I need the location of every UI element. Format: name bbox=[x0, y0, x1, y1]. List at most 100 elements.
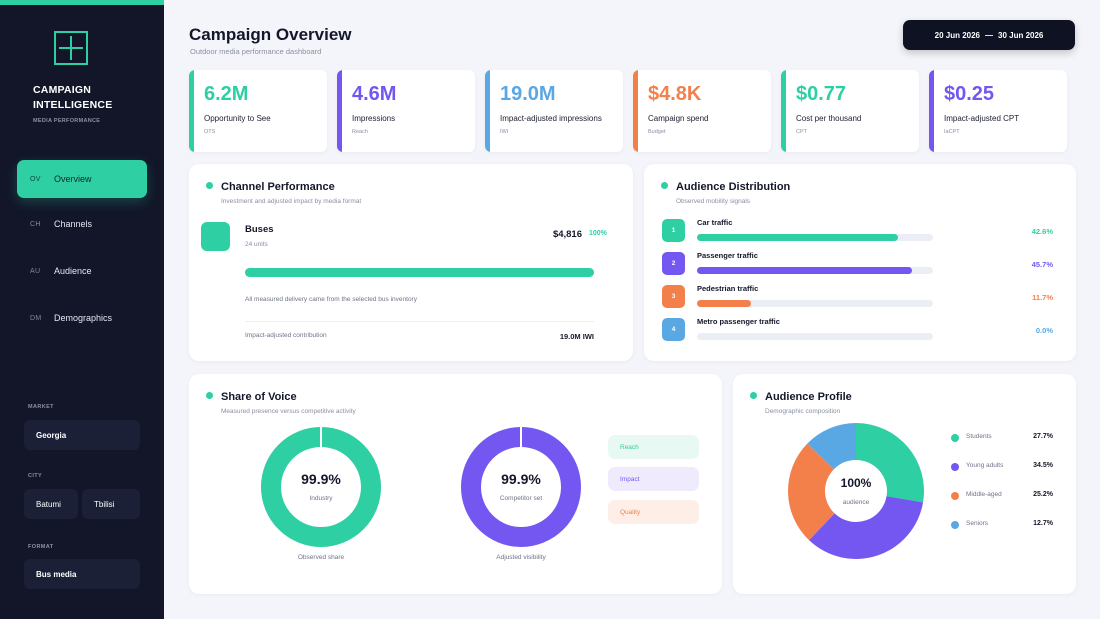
competitor-donut-value: 99.9% bbox=[501, 471, 541, 487]
audience-profile-title: Audience Profile bbox=[750, 391, 852, 403]
distribution-bar-fill bbox=[697, 300, 752, 307]
kpi-accent-bar bbox=[485, 70, 490, 152]
kpi-card-spend: $4.8K Campaign spend Budget bbox=[633, 70, 771, 152]
kpi-name: Campaign spend bbox=[648, 114, 709, 123]
kpi-value: 6.2M bbox=[204, 83, 249, 105]
nav-code: CH bbox=[30, 220, 41, 228]
legend-label-seniors: Seniors bbox=[966, 520, 989, 527]
kpi-card-cpt: $0.77 Cost per thousand CPT bbox=[781, 70, 919, 152]
distribution-bar-track bbox=[697, 267, 933, 274]
distribution-rank-badge: 3 bbox=[662, 285, 685, 308]
pie-slice-seniors bbox=[807, 423, 856, 470]
nav-code: AU bbox=[30, 267, 41, 275]
market-select[interactable]: Georgia bbox=[24, 420, 140, 450]
audience-distribution-title: Audience Distribution bbox=[661, 181, 790, 193]
kpi-sub: Budget bbox=[648, 129, 666, 135]
metric-pill-impact[interactable]: Impact bbox=[608, 467, 699, 491]
channel-progress-track bbox=[245, 268, 594, 277]
donut-arc bbox=[461, 427, 581, 547]
title-dot-icon bbox=[206, 182, 213, 189]
distribution-bar-fill bbox=[697, 234, 898, 241]
legend-value-seniors: 12.7% bbox=[1033, 520, 1053, 527]
legend-value-students: 27.7% bbox=[1033, 433, 1053, 440]
distribution-label: Car traffic bbox=[697, 218, 733, 227]
page-subtitle: Outdoor media performance dashboard bbox=[190, 47, 322, 56]
nav-code: DM bbox=[30, 314, 42, 322]
date-end: 30 Jun 2026 bbox=[998, 30, 1044, 40]
distribution-label: Metro passenger traffic bbox=[697, 317, 780, 326]
city-chip-tbilisi[interactable]: Tbilisi bbox=[82, 489, 140, 519]
city-filter-label: CITY bbox=[28, 473, 43, 479]
city-chip-batumi[interactable]: Batumi bbox=[24, 489, 78, 519]
title-dot-icon bbox=[206, 392, 213, 399]
distribution-bar-track bbox=[697, 234, 933, 241]
distribution-rank-badge: 2 bbox=[662, 252, 685, 275]
competitor-donut-caption: Adjusted visibility bbox=[496, 554, 546, 561]
kpi-value: $4.8K bbox=[648, 83, 702, 105]
legend-dot-icon bbox=[951, 492, 959, 500]
channel-units: 24 units bbox=[245, 241, 268, 248]
distribution-percent: 45.7% bbox=[1031, 260, 1053, 269]
channel-progress-fill bbox=[245, 268, 594, 277]
kpi-accent-bar bbox=[189, 70, 194, 152]
channel-performance-panel bbox=[189, 164, 633, 361]
kpi-sub: IWI bbox=[500, 129, 509, 135]
nav-code: OV bbox=[30, 175, 41, 183]
distribution-bar-fill bbox=[697, 267, 912, 274]
kpi-name: Impact-adjusted CPT bbox=[944, 114, 1020, 123]
industry-donut-label: Industry bbox=[309, 495, 333, 502]
donut-arc bbox=[261, 427, 381, 547]
kpi-sub: OTS bbox=[204, 129, 216, 135]
contribution-value: 19.0M IWI bbox=[559, 332, 594, 341]
distribution-rank-badge: 1 bbox=[662, 219, 685, 242]
kpi-card-impressions: 4.6M Impressions Reach bbox=[337, 70, 475, 152]
audience-distribution-subtitle: Observed mobility signals bbox=[676, 198, 751, 205]
legend-label-young-adults: Young adults bbox=[966, 462, 1004, 469]
distribution-bar-track bbox=[697, 333, 933, 340]
date-range-button[interactable]: 20 Jun 2026 — 30 Jun 2026 bbox=[903, 20, 1075, 50]
kpi-sub: CPT bbox=[796, 129, 807, 135]
title-dot-icon bbox=[661, 182, 668, 189]
channel-share-percent: 100% bbox=[589, 230, 607, 237]
format-select[interactable]: Bus media bbox=[24, 559, 140, 589]
kpi-name: Cost per thousand bbox=[796, 114, 862, 123]
audience-distribution-panel bbox=[644, 164, 1076, 361]
kpi-card-ots: 6.2M Opportunity to See OTS bbox=[189, 70, 327, 152]
distribution-percent: 11.7% bbox=[1032, 293, 1053, 302]
legend-value-young-adults: 34.5% bbox=[1033, 462, 1053, 469]
sidebar: CAMPAIGN INTELLIGENCE MEDIA PERFORMANCE … bbox=[0, 0, 164, 619]
industry-donut bbox=[261, 427, 381, 547]
nav-item-audience[interactable]: AU Audience bbox=[17, 252, 147, 290]
legend-dot-icon bbox=[951, 434, 959, 442]
pie-slice-middle-aged bbox=[788, 443, 835, 541]
channel-note: All measured delivery came from the sele… bbox=[245, 296, 417, 303]
pie-center-label: audience bbox=[842, 499, 870, 506]
nav-item-channels[interactable]: CH Channels bbox=[17, 205, 147, 243]
metric-pill-quality[interactable]: Quality bbox=[608, 500, 699, 524]
kpi-value: 4.6M bbox=[352, 83, 397, 105]
legend-dot-icon bbox=[951, 463, 959, 471]
kpi-value: $0.25 bbox=[944, 83, 995, 105]
kpi-value: 19.0M bbox=[500, 83, 556, 105]
date-start: 20 Jun 2026 bbox=[934, 30, 980, 40]
legend-dot-icon bbox=[951, 521, 959, 529]
legend-value-middle-aged: 25.2% bbox=[1033, 491, 1053, 498]
kpi-accent-bar bbox=[337, 70, 342, 152]
pie-center-value: 100% bbox=[840, 476, 872, 490]
page-title: Campaign Overview bbox=[189, 25, 352, 44]
kpi-name: Impact-adjusted impressions bbox=[500, 114, 602, 123]
channel-performance-subtitle: Investment and adjusted impact by media … bbox=[221, 198, 362, 205]
kpi-value: $0.77 bbox=[796, 83, 847, 105]
share-of-voice-subtitle: Measured presence versus competitive act… bbox=[221, 408, 356, 415]
nav-item-demographics[interactable]: DM Demographics bbox=[17, 299, 147, 337]
brand-line-2: INTELLIGENCE bbox=[33, 99, 113, 111]
legend-label-middle-aged: Middle-aged bbox=[966, 491, 1002, 498]
distribution-label: Passenger traffic bbox=[697, 251, 758, 260]
bus-icon bbox=[201, 222, 230, 251]
kpi-accent-bar bbox=[781, 70, 786, 152]
metric-pill-reach[interactable]: Reach bbox=[608, 435, 699, 459]
distribution-label: Pedestrian traffic bbox=[697, 284, 759, 293]
kpi-card-iwi: 19.0M Impact-adjusted impressions IWI bbox=[485, 70, 623, 152]
kpi-sub: IaCPT bbox=[944, 129, 960, 135]
nav-item-overview[interactable]: OV Overview bbox=[17, 160, 147, 198]
